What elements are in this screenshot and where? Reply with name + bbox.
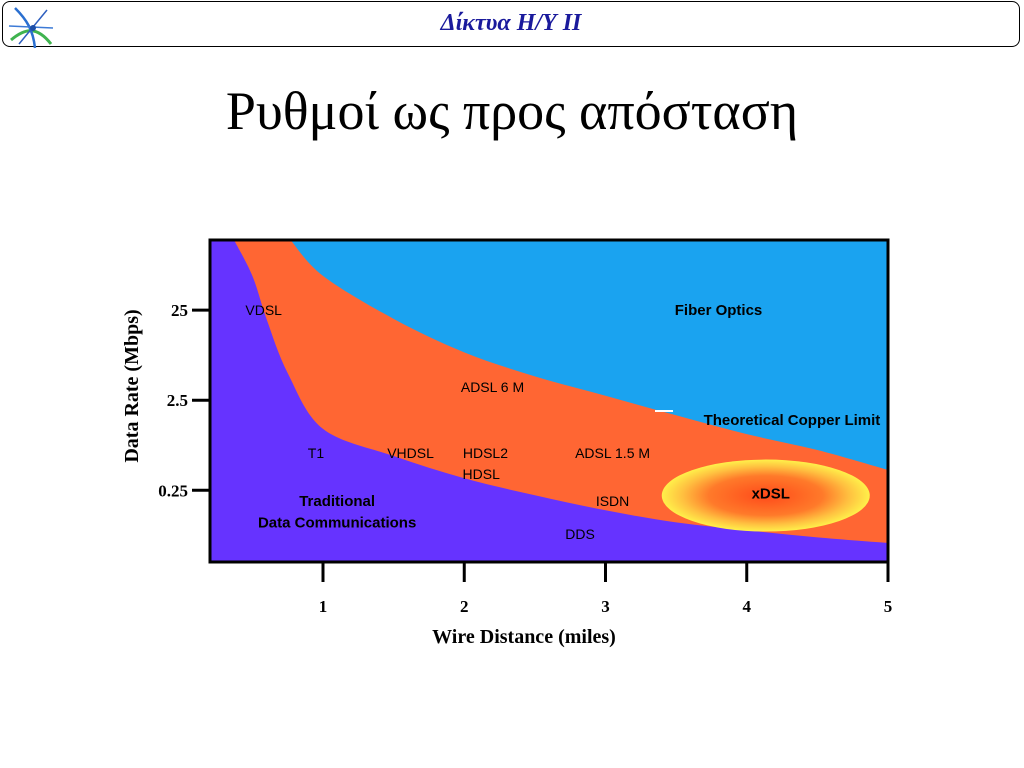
x-tick-label: 2 — [460, 597, 469, 616]
annotation-xdsl: xDSL — [752, 486, 790, 503]
header-bar: Δίκτυα Η/Υ ΙΙ — [2, 1, 1020, 49]
traditional-region — [210, 240, 888, 562]
slide-title: Ρυθμοί ως προς απόσταση — [225, 81, 799, 141]
logo-icon — [8, 7, 54, 49]
y-axis-title: Data Rate (Mbps) — [121, 309, 143, 462]
annotation-adsl-1-5-m: ADSL 1.5 M — [575, 445, 650, 461]
annotation-fiber-optics: Fiber Optics — [675, 302, 763, 319]
x-axis-title: Wire Distance (miles) — [432, 626, 616, 648]
annotation-data-communications: Data Communications — [258, 514, 416, 531]
y-tick-label: 0.25 — [158, 481, 188, 500]
header-title: Δίκτυα Η/Υ ΙΙ — [440, 10, 582, 36]
annotation-hdsl2: HDSL2 — [463, 445, 508, 461]
y-tick-label: 2.5 — [167, 391, 188, 410]
x-tick-label: 4 — [743, 597, 752, 616]
annotation-hdsl: HDSL — [463, 466, 501, 482]
annotation-adsl-6-m: ADSL 6 M — [461, 379, 524, 395]
x-tick-label: 3 — [601, 597, 610, 616]
annotation-theoretical-copper-limit: Theoretical Copper Limit — [704, 412, 881, 429]
annotation-isdn: ISDN — [596, 493, 629, 509]
x-tick-label: 1 — [319, 597, 328, 616]
xdsl-highlight — [661, 459, 870, 532]
annotation-vhdsl: VHDSL — [387, 445, 434, 461]
y-tick-label: 25 — [171, 301, 188, 320]
annotation-vdsl: VDSL — [245, 302, 282, 318]
annotation-dds: DDS — [565, 526, 595, 542]
annotation-traditional: Traditional — [299, 493, 375, 510]
annotation-t1: T1 — [308, 445, 325, 461]
x-tick-label: 5 — [884, 597, 893, 616]
